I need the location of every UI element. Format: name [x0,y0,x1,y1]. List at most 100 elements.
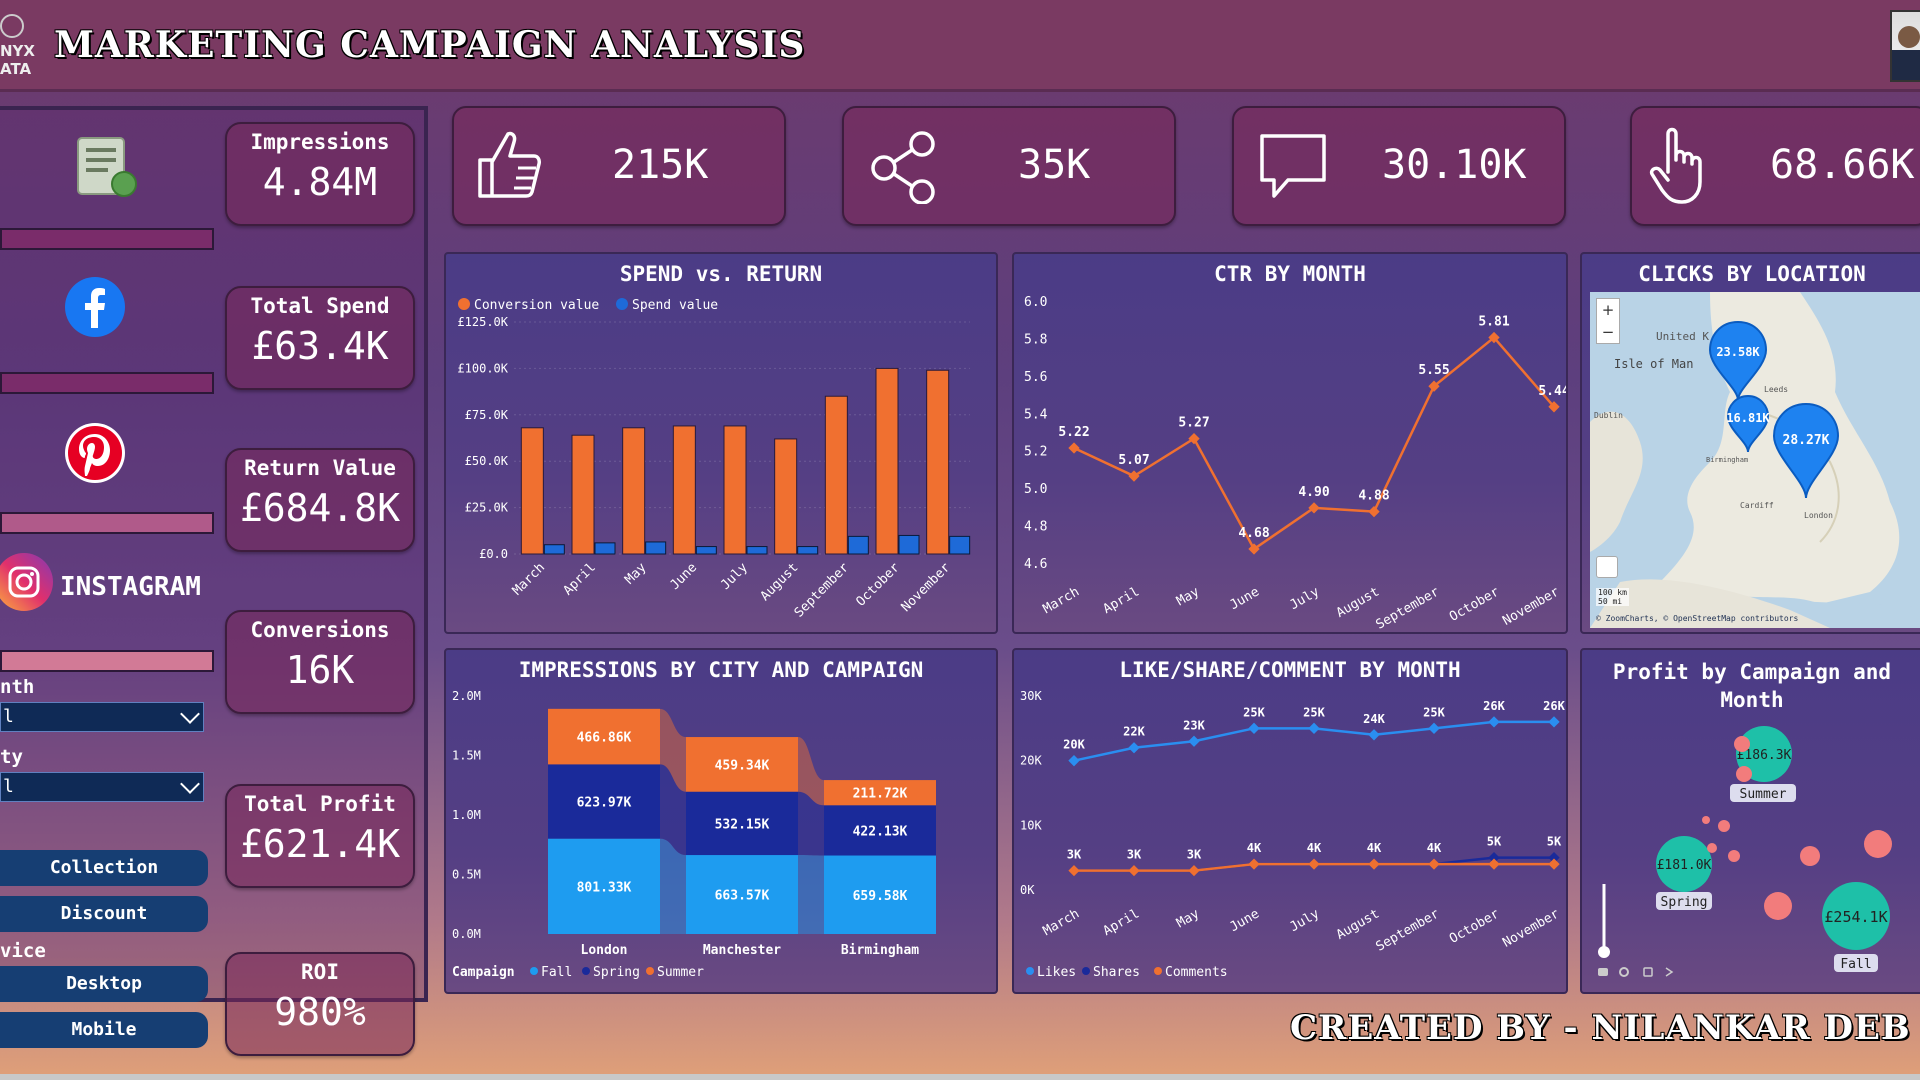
month-bubbles-layer[interactable] [1702,736,1892,920]
bar-conversion[interactable] [926,369,950,555]
avatar [1890,10,1920,82]
stack-segment[interactable] [548,838,660,934]
slicer-desktop[interactable]: Desktop [0,966,208,1002]
series-point[interactable] [1548,716,1560,728]
lsc-chart[interactable]: Likes Shares Comments 0K 10K 20K 30K 20K 22K 2… [1014,650,1566,992]
bar-spend[interactable] [543,544,565,555]
place-label: Leeds [1764,385,1788,394]
spend-return-chart[interactable]: Conversion value Spend value £0.0 £25.0K £… [446,254,996,632]
bar-conversion[interactable] [824,395,848,555]
bar-spend[interactable] [594,542,616,555]
map-pin[interactable]: 28.27K [1772,402,1840,499]
series-point[interactable] [1368,729,1380,741]
pinterest-icon[interactable] [64,422,126,488]
stack-segment[interactable] [824,855,936,934]
instagram-icon[interactable] [0,552,54,616]
stack-segment[interactable] [548,764,660,839]
profit-bubble-chart[interactable]: £186.3K Summer £181.0K Spring £254.1K Fa… [1582,650,1920,992]
timeline-slider[interactable] [1598,884,1610,958]
bar-conversion[interactable] [571,434,595,555]
ctr-point[interactable] [1128,470,1140,482]
ctr-point[interactable] [1248,543,1260,555]
ctr-point[interactable] [1428,380,1440,392]
bar-conversion[interactable] [723,425,747,555]
series-point[interactable] [1488,858,1500,870]
series-point[interactable] [1548,858,1560,870]
series-point[interactable] [1428,722,1440,734]
slicer-collection[interactable]: Collection [0,850,208,886]
ctr-point[interactable] [1068,442,1080,454]
stack-segment[interactable] [686,737,798,792]
series-point[interactable] [1128,742,1140,754]
stack-segment[interactable] [686,855,798,934]
bar-spend[interactable] [898,534,920,555]
slicer-mobile[interactable]: Mobile [0,1012,208,1048]
city-dropdown[interactable]: l [0,772,204,802]
bar-spend[interactable] [949,535,971,555]
bubble-summer[interactable] [1736,726,1792,782]
series-point[interactable] [1128,864,1140,877]
place-label: London [1804,511,1833,520]
ctr-point[interactable] [1308,502,1320,514]
impressions-chart[interactable]: Campaign Fall Spring Summer 0.0M 0.5M 1.0M… [446,650,996,992]
zoom-in-button[interactable]: + [1601,301,1615,319]
series-point[interactable] [1368,858,1380,870]
series-point[interactable] [1308,858,1320,870]
ctr-point[interactable] [1488,331,1500,344]
series-point[interactable] [1068,864,1080,877]
facebook-icon[interactable] [64,276,126,342]
map-pin[interactable]: 23.58K [1708,320,1768,401]
bubble-chart-controls[interactable] [1598,967,1674,977]
bar-conversion[interactable] [672,425,696,555]
logo-ring-icon [0,14,24,38]
bar-spend[interactable] [645,541,667,555]
legend-spend: Spend value [632,298,718,313]
slicer-discount[interactable]: Discount [0,896,208,932]
data-label: 4K [1307,841,1322,855]
bubble-tag: Fall [1840,957,1871,972]
stack-segment[interactable] [686,791,798,856]
ctr-point[interactable] [1368,505,1380,518]
ctr-point[interactable] [1548,401,1560,413]
stack-segment[interactable] [824,805,936,856]
series-point[interactable] [1188,864,1200,877]
series-point[interactable] [1068,755,1080,767]
series-point[interactable] [1188,735,1200,747]
series-point[interactable] [1488,716,1500,728]
bubble-spring[interactable] [1656,836,1712,892]
bar-conversion[interactable] [520,427,544,555]
document-icon[interactable] [72,134,142,206]
series-point[interactable] [1308,722,1320,734]
stack-segment[interactable] [548,708,660,765]
series-point[interactable] [1248,722,1260,734]
series-point[interactable] [1428,858,1440,870]
map-settings-icon[interactable] [1596,556,1618,578]
ctr-point[interactable] [1188,432,1200,445]
bar-conversion[interactable] [875,367,899,555]
bar-conversion[interactable] [622,427,646,555]
y-tick-label: 6.0 [1024,295,1047,310]
zoom-out-button[interactable]: − [1601,323,1615,341]
bar-spend[interactable] [746,546,768,555]
kpi-label: Impressions [250,130,390,154]
ctr-chart[interactable]: 4.6 4.8 5.0 5.2 5.4 5.6 5.8 6.0 5.22 March 5.07 Apr… [1014,254,1566,632]
segment-label: 623.97K [577,796,632,811]
segment-label: 466.86K [577,731,632,746]
stack-segment[interactable] [824,780,936,806]
y-tick-label: 2.0M [452,689,481,703]
bar-spend[interactable] [695,546,717,555]
zoom-controls: + − [1596,298,1620,344]
bar-spend[interactable] [797,546,819,555]
series-point[interactable] [1248,858,1260,870]
kpi-label: Conversions [250,618,390,642]
map-pin[interactable]: 16.81K [1726,394,1770,453]
map-canvas[interactable]: United K Isle of Man Dublin Cardiff Lond… [1590,292,1920,628]
map-pins: 23.58K 16.81K 28.27K [1708,320,1840,499]
bar-spend[interactable] [847,535,869,555]
series-point[interactable] [1548,852,1560,864]
bar-conversion[interactable] [774,438,798,555]
bubble-fall[interactable] [1822,882,1890,950]
month-dropdown[interactable]: l [0,702,204,732]
place-label: Isle of Man [1614,357,1693,371]
series-point[interactable] [1488,852,1500,864]
